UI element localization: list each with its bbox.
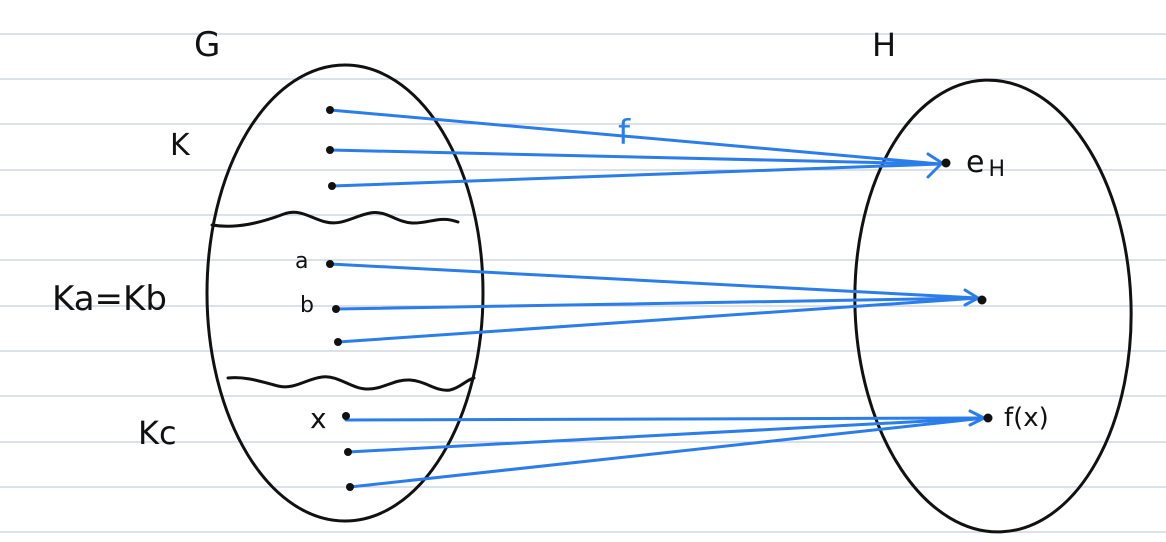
label-point-x: x: [310, 402, 327, 435]
point-kb3: [334, 338, 342, 346]
set-h-ellipse: [853, 78, 1133, 534]
map-line-kc3: [348, 416, 986, 489]
label-image-f-x: f(x): [1004, 403, 1049, 433]
map-line-k1: [328, 108, 942, 166]
coset-separator-top: [210, 210, 460, 228]
label-identity-e-main: e: [966, 145, 984, 180]
ruled-lines: [0, 33, 1166, 533]
point-kc2: [344, 448, 352, 456]
map-line-k3: [330, 162, 942, 188]
map-line-kc2: [346, 416, 986, 454]
label-coset-k: K: [170, 128, 191, 163]
label-point-b: b: [300, 293, 314, 318]
point-b: [332, 305, 340, 313]
label-set-h: H: [872, 26, 896, 64]
point-a: [326, 260, 334, 268]
label-set-g: G: [194, 25, 220, 65]
set-g-ellipse: [205, 63, 485, 523]
label-coset-kc: Kc: [138, 414, 177, 452]
label-map-f: f: [618, 113, 631, 153]
points-in-h: [941, 158, 993, 423]
label-identity-e-subscript: H: [988, 157, 1005, 182]
point-k1: [326, 106, 334, 114]
map-line-x: [344, 416, 986, 422]
point-kc3: [346, 483, 354, 491]
label-point-a: a: [295, 249, 308, 274]
point-image-ka: [977, 295, 987, 305]
point-e-h: [941, 158, 951, 168]
point-k2: [326, 146, 334, 154]
points-in-g: [326, 106, 354, 491]
coset-separator-bottom: [226, 375, 476, 392]
map-line-k2: [328, 148, 942, 166]
point-k3: [328, 182, 336, 190]
mapping-arrows: [328, 108, 986, 489]
point-x: [342, 412, 350, 420]
label-coset-ka-kb: Ka=Kb: [52, 279, 167, 319]
map-line-kb3: [336, 296, 980, 344]
map-line-b: [334, 296, 980, 311]
map-line-a: [328, 262, 980, 300]
point-f-x: [983, 413, 993, 423]
